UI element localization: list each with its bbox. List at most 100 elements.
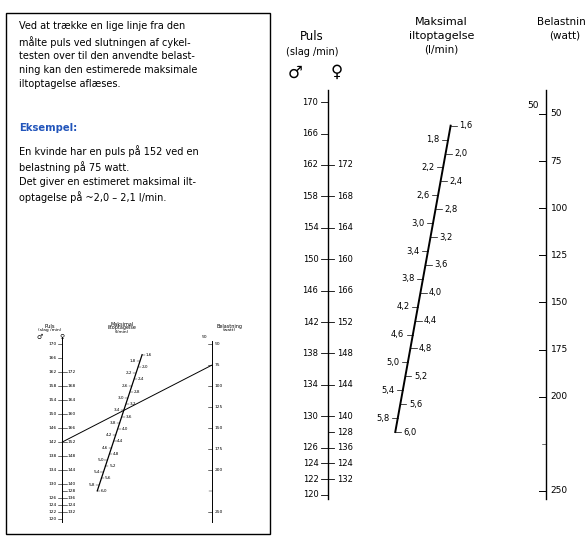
Text: 166: 166 bbox=[49, 356, 57, 360]
Text: 5,6: 5,6 bbox=[105, 476, 111, 480]
Text: 50: 50 bbox=[551, 109, 562, 118]
Text: 3,4: 3,4 bbox=[114, 408, 120, 412]
Text: 130: 130 bbox=[302, 412, 318, 421]
Text: 6,0: 6,0 bbox=[404, 428, 417, 436]
Text: 166: 166 bbox=[302, 129, 318, 138]
Text: 164: 164 bbox=[337, 223, 353, 233]
Text: 1,6: 1,6 bbox=[459, 121, 472, 130]
Text: (l/min): (l/min) bbox=[424, 45, 458, 55]
Text: 142: 142 bbox=[49, 440, 57, 444]
Text: ♂: ♂ bbox=[37, 333, 43, 339]
Text: 125: 125 bbox=[551, 251, 568, 260]
Text: 4,4: 4,4 bbox=[117, 440, 124, 443]
Text: ♀: ♀ bbox=[60, 333, 65, 339]
Text: (watt): (watt) bbox=[549, 31, 580, 41]
Text: 124: 124 bbox=[68, 503, 76, 507]
Text: 5,6: 5,6 bbox=[409, 399, 422, 409]
Text: 4,4: 4,4 bbox=[424, 316, 437, 325]
Text: 2,4: 2,4 bbox=[449, 177, 462, 186]
Text: 3,8: 3,8 bbox=[110, 421, 116, 425]
Text: ♀: ♀ bbox=[331, 63, 343, 81]
Text: 3,6: 3,6 bbox=[434, 260, 448, 269]
Text: 150: 150 bbox=[49, 412, 57, 416]
Text: 152: 152 bbox=[68, 440, 76, 444]
Text: 122: 122 bbox=[49, 510, 57, 514]
Text: 160: 160 bbox=[68, 412, 76, 416]
Text: 50: 50 bbox=[201, 334, 207, 339]
Text: 125: 125 bbox=[214, 405, 223, 409]
Text: 166: 166 bbox=[68, 426, 76, 430]
Text: 5,0: 5,0 bbox=[386, 358, 399, 367]
Text: 128: 128 bbox=[68, 489, 76, 493]
Text: 162: 162 bbox=[302, 160, 318, 170]
Text: 2,6: 2,6 bbox=[416, 191, 430, 200]
Text: 5,4: 5,4 bbox=[381, 386, 394, 395]
Text: 2,0: 2,0 bbox=[142, 365, 148, 369]
Text: 142: 142 bbox=[302, 318, 318, 327]
Text: 120: 120 bbox=[49, 517, 57, 521]
Text: 5,0: 5,0 bbox=[97, 458, 104, 462]
Text: 158: 158 bbox=[49, 384, 57, 388]
Text: 75: 75 bbox=[214, 363, 220, 367]
Text: 4,6: 4,6 bbox=[101, 446, 108, 449]
Text: 250: 250 bbox=[551, 486, 568, 495]
Text: 200: 200 bbox=[551, 392, 568, 401]
Text: 140: 140 bbox=[68, 482, 76, 486]
Text: 3,2: 3,2 bbox=[439, 233, 452, 242]
Text: 2,2: 2,2 bbox=[421, 163, 434, 172]
Text: Ved at trække en lige linje fra den
målte puls ved slutningen af cykel-
testen o: Ved at trække en lige linje fra den målt… bbox=[19, 22, 197, 89]
Text: 146: 146 bbox=[49, 426, 57, 430]
Text: 100: 100 bbox=[551, 204, 568, 212]
Text: 4,2: 4,2 bbox=[396, 302, 409, 311]
Text: 160: 160 bbox=[337, 255, 353, 264]
Text: 150: 150 bbox=[302, 255, 318, 264]
Text: 170: 170 bbox=[49, 342, 57, 346]
Text: 124: 124 bbox=[302, 459, 318, 468]
Text: 154: 154 bbox=[49, 398, 57, 402]
Text: Puls: Puls bbox=[300, 30, 324, 43]
Text: Eksempel:: Eksempel: bbox=[19, 124, 77, 133]
Text: 250: 250 bbox=[214, 510, 223, 514]
Text: 3,8: 3,8 bbox=[401, 274, 414, 283]
Text: 4,6: 4,6 bbox=[391, 330, 404, 339]
Text: 132: 132 bbox=[68, 510, 76, 514]
Text: 172: 172 bbox=[337, 160, 353, 170]
Text: 168: 168 bbox=[68, 384, 76, 388]
Text: 162: 162 bbox=[49, 370, 57, 374]
Text: 136: 136 bbox=[68, 496, 76, 500]
Text: 3,2: 3,2 bbox=[130, 402, 136, 406]
Text: 122: 122 bbox=[302, 475, 318, 483]
Text: 166: 166 bbox=[337, 286, 353, 295]
Text: Maksimal: Maksimal bbox=[415, 17, 468, 28]
Text: 164: 164 bbox=[68, 398, 76, 402]
Text: 128: 128 bbox=[337, 428, 353, 436]
Text: 154: 154 bbox=[302, 223, 318, 233]
Text: 124: 124 bbox=[49, 503, 57, 507]
Text: 2,8: 2,8 bbox=[444, 205, 458, 214]
Text: 50: 50 bbox=[527, 101, 539, 110]
Text: 5,4: 5,4 bbox=[93, 470, 100, 474]
Text: 130: 130 bbox=[49, 482, 57, 486]
Text: 3,4: 3,4 bbox=[406, 247, 420, 255]
Text: 140: 140 bbox=[337, 412, 353, 421]
Text: Det giver en estimeret maksimal ilt-
optagelse på ~2,0 – 2,1 l/min.: Det giver en estimeret maksimal ilt- opt… bbox=[19, 177, 196, 203]
Text: 2,4: 2,4 bbox=[138, 377, 144, 382]
Text: (slag /min): (slag /min) bbox=[286, 47, 339, 56]
Text: 126: 126 bbox=[49, 496, 57, 500]
Text: 120: 120 bbox=[302, 491, 318, 499]
FancyBboxPatch shape bbox=[6, 14, 270, 534]
Text: 3,0: 3,0 bbox=[118, 396, 124, 400]
Text: 4,8: 4,8 bbox=[419, 344, 432, 353]
Text: 175: 175 bbox=[214, 447, 223, 451]
Text: 5,2: 5,2 bbox=[109, 464, 115, 468]
Text: 2,2: 2,2 bbox=[126, 371, 132, 375]
Text: 1,8: 1,8 bbox=[130, 359, 137, 363]
Text: 5,8: 5,8 bbox=[89, 482, 96, 487]
Text: ♂: ♂ bbox=[288, 63, 303, 81]
Text: 158: 158 bbox=[302, 192, 318, 201]
Text: Puls: Puls bbox=[45, 324, 55, 328]
Text: Maksimal: Maksimal bbox=[111, 322, 134, 327]
Text: 172: 172 bbox=[68, 370, 76, 374]
Text: 2,0: 2,0 bbox=[454, 149, 468, 158]
Text: 2,6: 2,6 bbox=[122, 384, 128, 388]
